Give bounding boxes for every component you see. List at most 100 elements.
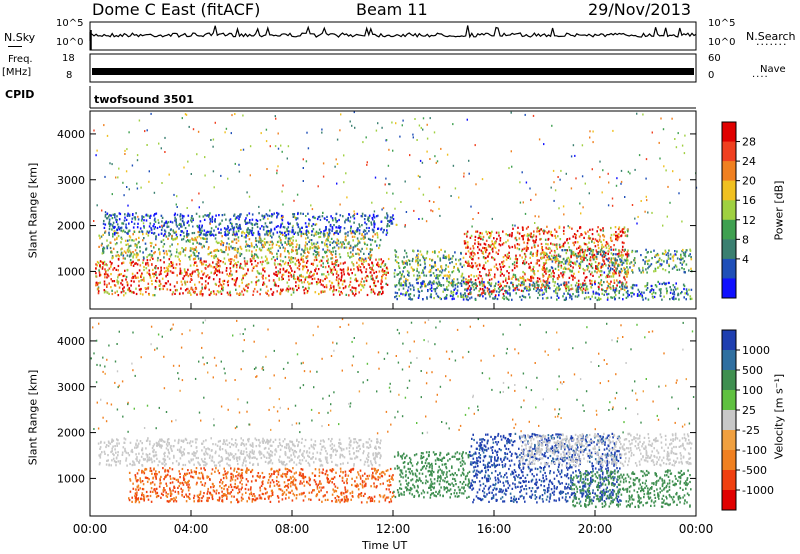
range-cell [287, 290, 289, 293]
range-cell [563, 232, 565, 235]
range-cell [284, 237, 287, 240]
range-cell [327, 233, 330, 236]
range-cell [103, 247, 106, 250]
range-cell [619, 230, 622, 233]
range-cell [150, 279, 153, 282]
range-cell [186, 233, 188, 236]
range-cell [475, 274, 478, 278]
range-cell [176, 237, 178, 240]
range-cell [306, 248, 309, 251]
range-cell [663, 295, 665, 298]
range-cell [198, 281, 201, 284]
range-cell [229, 294, 232, 297]
range-cell [652, 291, 655, 294]
range-cell [418, 294, 420, 297]
range-cell [689, 253, 691, 256]
range-cell [527, 247, 529, 250]
range-cell [325, 239, 327, 242]
range-cell [571, 251, 573, 254]
range-cell [321, 128, 323, 131]
range-cell [422, 257, 425, 260]
range-cell [374, 176, 377, 179]
range-cell [626, 266, 628, 269]
range-cell [552, 280, 554, 283]
range-cell [362, 230, 365, 233]
range-cell [614, 257, 617, 260]
range-cell [647, 298, 650, 301]
range-cell [537, 285, 540, 288]
range-cell [95, 284, 97, 287]
range-cell [465, 288, 467, 291]
range-cell [548, 275, 550, 278]
range-cell [527, 225, 529, 229]
range-cell [555, 245, 558, 249]
range-cell [135, 238, 137, 241]
range-cell [323, 233, 326, 236]
range-cell [370, 254, 373, 257]
range-cell [660, 259, 663, 262]
range-cell [460, 282, 463, 285]
range-cell [264, 259, 267, 263]
range-cell [141, 217, 143, 220]
range-cell [266, 257, 268, 260]
range-cell [462, 280, 465, 283]
range-cell [522, 260, 525, 263]
range-cell [303, 289, 305, 292]
range-cell [416, 254, 418, 257]
range-cell [154, 251, 156, 254]
range-cell [485, 248, 488, 251]
range-cell [132, 251, 134, 254]
range-cell [580, 285, 583, 289]
range-cell [331, 443, 333, 446]
range-cell [185, 240, 188, 243]
range-cell [100, 244, 103, 247]
range-cell [685, 298, 687, 301]
range-cell [308, 222, 310, 225]
range-cell [191, 215, 193, 218]
range-cell [516, 261, 518, 264]
range-cell [640, 271, 642, 274]
range-cell [683, 284, 686, 288]
range-cell [602, 227, 604, 230]
range-cell [246, 290, 249, 293]
range-cell [473, 288, 475, 291]
range-cell [668, 249, 670, 252]
range-cell [236, 292, 238, 295]
range-cell [239, 262, 242, 266]
range-cell [469, 280, 471, 283]
range-cell [255, 281, 257, 284]
range-cell [358, 241, 361, 244]
range-cell [197, 273, 199, 276]
range-cell [477, 241, 480, 244]
range-cell [357, 248, 359, 251]
range-cell [614, 262, 617, 265]
range-cell [160, 269, 162, 272]
range-cell [218, 241, 220, 244]
range-cell [162, 285, 165, 288]
range-cell [385, 233, 388, 236]
range-cell [455, 258, 457, 261]
range-cell [450, 284, 453, 287]
range-cell [113, 230, 115, 233]
range-cell [124, 213, 126, 216]
range-cell [601, 263, 603, 266]
range-cell [135, 212, 137, 215]
range-cell [534, 215, 536, 218]
range-cell [682, 261, 685, 264]
range-cell [512, 273, 515, 276]
range-cell [457, 295, 459, 298]
range-cell [298, 244, 301, 247]
range-cell [430, 284, 433, 287]
range-cell [266, 241, 268, 244]
range-cell [452, 270, 455, 273]
range-cell [253, 246, 256, 249]
range-cell [257, 233, 260, 236]
range-cell [355, 278, 357, 281]
range-cell [152, 272, 154, 275]
range-cell [588, 252, 591, 255]
range-cell [373, 226, 376, 229]
range-cell [193, 248, 195, 251]
range-cell [612, 273, 615, 276]
range-cell [546, 296, 549, 299]
range-cell [271, 243, 274, 246]
